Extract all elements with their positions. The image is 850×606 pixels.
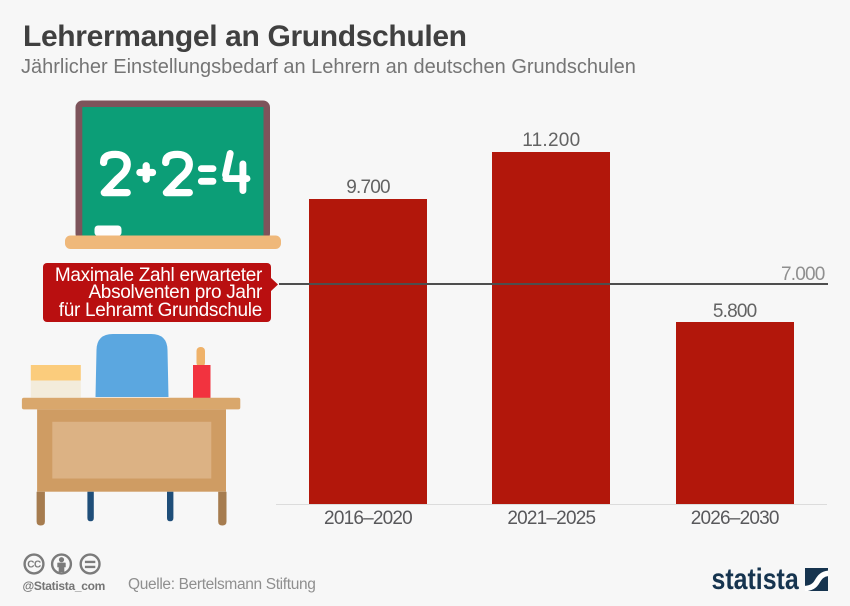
svg-text:CC: CC [27,560,41,571]
